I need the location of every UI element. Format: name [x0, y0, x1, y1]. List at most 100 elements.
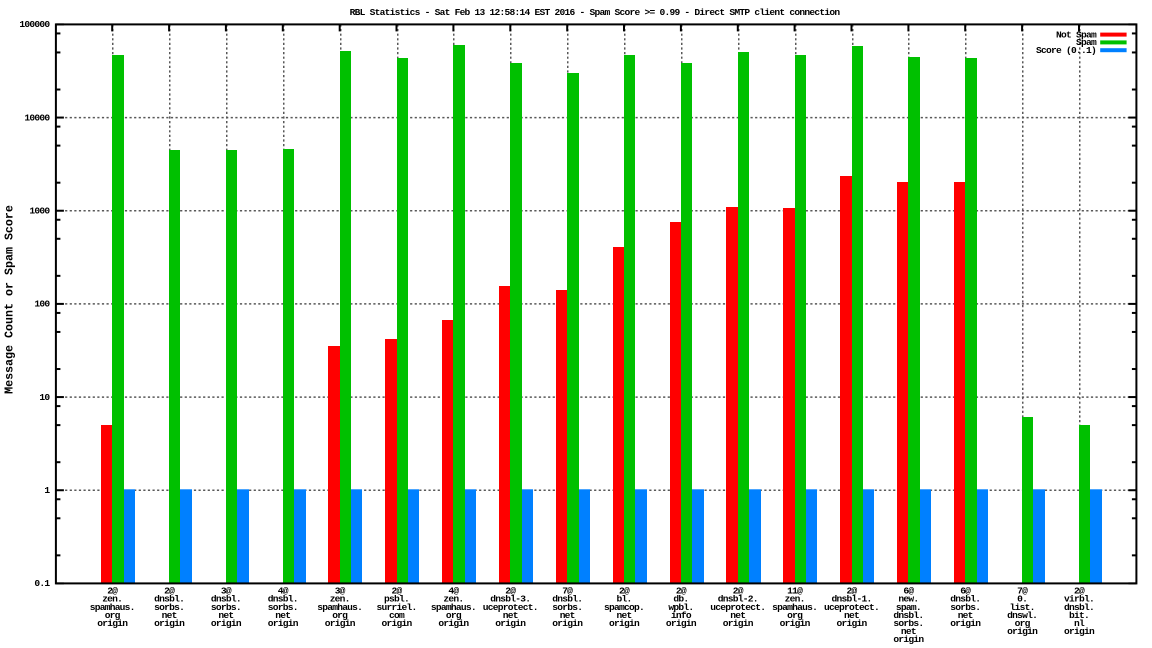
svg-text:net: net [844, 610, 859, 621]
svg-text:6@: 6@ [960, 586, 971, 597]
svg-text:10: 10 [39, 392, 50, 403]
svg-text:virbl.: virbl. [1064, 594, 1094, 605]
svg-text:origin: origin [211, 618, 242, 629]
svg-text:dnsbl-3.: dnsbl-3. [490, 594, 530, 605]
svg-text:origin: origin [438, 618, 469, 629]
svg-text:origin: origin [837, 618, 868, 629]
svg-text:origin: origin [382, 618, 413, 629]
svg-text:sorbs.: sorbs. [154, 602, 184, 613]
svg-text:4@: 4@ [448, 586, 459, 597]
svg-text:spam.: spam. [896, 602, 921, 613]
svg-text:spamhaus.: spamhaus. [772, 602, 817, 613]
svg-text:10000: 10000 [24, 112, 50, 123]
svg-text:dnsbl.: dnsbl. [268, 594, 298, 605]
svg-text:org: org [446, 610, 462, 621]
svg-text:org: org [787, 610, 803, 621]
svg-text:Message Count or Spam Score: Message Count or Spam Score [3, 205, 17, 394]
svg-text:Not Spam: Not Spam [1056, 29, 1097, 40]
svg-text:7@: 7@ [562, 586, 573, 597]
svg-text:spamhaus.: spamhaus. [317, 602, 362, 613]
svg-text:dnswl.: dnswl. [1007, 610, 1037, 621]
svg-text:4@: 4@ [278, 586, 289, 597]
svg-text:origin: origin [154, 618, 185, 629]
svg-text:2@: 2@ [505, 586, 516, 597]
svg-text:zen.: zen. [102, 594, 122, 605]
svg-text:Spam: Spam [1076, 37, 1097, 48]
svg-text:2@: 2@ [676, 586, 687, 597]
svg-text:net: net [162, 610, 177, 621]
svg-text:psbl.: psbl. [384, 594, 409, 605]
svg-text:zen.: zen. [330, 594, 350, 605]
svg-text:dnsbl.: dnsbl. [552, 594, 582, 605]
svg-text:11@: 11@ [787, 586, 803, 597]
svg-text:dnsbl.: dnsbl. [211, 594, 241, 605]
svg-text:spamcop.: spamcop. [604, 602, 644, 613]
svg-text:origin: origin [552, 618, 583, 629]
svg-text:100000: 100000 [19, 19, 50, 30]
svg-text:origin: origin [268, 618, 299, 629]
svg-text:2@: 2@ [164, 586, 175, 597]
svg-text:list.: list. [1010, 602, 1035, 613]
svg-text:bl.: bl. [617, 594, 632, 605]
svg-text:origin: origin [950, 618, 981, 629]
svg-text:net: net [275, 610, 290, 621]
svg-text:dnsbl.: dnsbl. [1064, 602, 1094, 613]
svg-text:uceprotect.: uceprotect. [824, 602, 879, 613]
svg-text:3@: 3@ [335, 586, 346, 597]
svg-text:origin: origin [1007, 626, 1038, 637]
svg-text:dnsbl.: dnsbl. [154, 594, 184, 605]
svg-text:origin: origin [97, 618, 128, 629]
svg-text:nl: nl [1074, 618, 1085, 629]
svg-text:sorbs.: sorbs. [552, 602, 582, 613]
svg-text:Score (0..1): Score (0..1) [1036, 45, 1096, 56]
svg-text:origin: origin [609, 618, 640, 629]
svg-text:zen.: zen. [443, 594, 463, 605]
svg-text:origin: origin [1064, 626, 1095, 637]
svg-text:db.: db. [673, 594, 688, 605]
svg-text:2@: 2@ [392, 586, 403, 597]
svg-text:1000: 1000 [29, 206, 50, 217]
svg-text:0.1: 0.1 [34, 578, 50, 589]
svg-text:0.: 0. [1017, 594, 1027, 605]
svg-text:new.: new. [898, 594, 918, 605]
svg-text:2@: 2@ [107, 586, 118, 597]
svg-text:origin: origin [666, 618, 697, 629]
svg-text:sorbs.: sorbs. [211, 602, 241, 613]
svg-text:100: 100 [34, 299, 50, 310]
svg-text:sorbs.: sorbs. [268, 602, 298, 613]
svg-text:bit.: bit. [1069, 610, 1089, 621]
svg-text:2@: 2@ [619, 586, 630, 597]
svg-text:org: org [105, 610, 121, 621]
svg-text:net: net [560, 610, 575, 621]
svg-text:info: info [671, 610, 692, 621]
svg-text:dnsbl.: dnsbl. [950, 594, 980, 605]
svg-text:2@: 2@ [847, 586, 858, 597]
svg-text:origin: origin [780, 618, 811, 629]
svg-text:7@: 7@ [1017, 586, 1028, 597]
svg-text:sorbs.: sorbs. [950, 602, 980, 613]
svg-text:org: org [1015, 618, 1031, 629]
svg-text:3@: 3@ [221, 586, 232, 597]
svg-text:dnsbl-1.: dnsbl-1. [832, 594, 872, 605]
svg-text:net: net [617, 610, 632, 621]
svg-text:sorbs.: sorbs. [893, 618, 923, 629]
svg-text:6@: 6@ [903, 586, 914, 597]
svg-text:dnsbl.: dnsbl. [893, 610, 923, 621]
svg-text:2@: 2@ [733, 586, 744, 597]
svg-text:1: 1 [44, 485, 50, 496]
svg-text:spamhaus.: spamhaus. [431, 602, 476, 613]
svg-text:2@: 2@ [1074, 586, 1085, 597]
svg-text:net: net [218, 610, 233, 621]
svg-text:net: net [901, 626, 916, 637]
svg-text:com: com [389, 610, 405, 621]
svg-text:origin: origin [495, 618, 526, 629]
svg-text:spamhaus.: spamhaus. [90, 602, 135, 613]
svg-text:zen.: zen. [785, 594, 805, 605]
svg-text:org: org [332, 610, 348, 621]
svg-text:origin: origin [325, 618, 356, 629]
svg-text:surriel.: surriel. [377, 602, 417, 613]
svg-text:uceprotect.: uceprotect. [710, 602, 765, 613]
svg-text:dnsbl-2.: dnsbl-2. [718, 594, 758, 605]
svg-text:net: net [958, 610, 973, 621]
svg-text:uceprotect.: uceprotect. [483, 602, 538, 613]
